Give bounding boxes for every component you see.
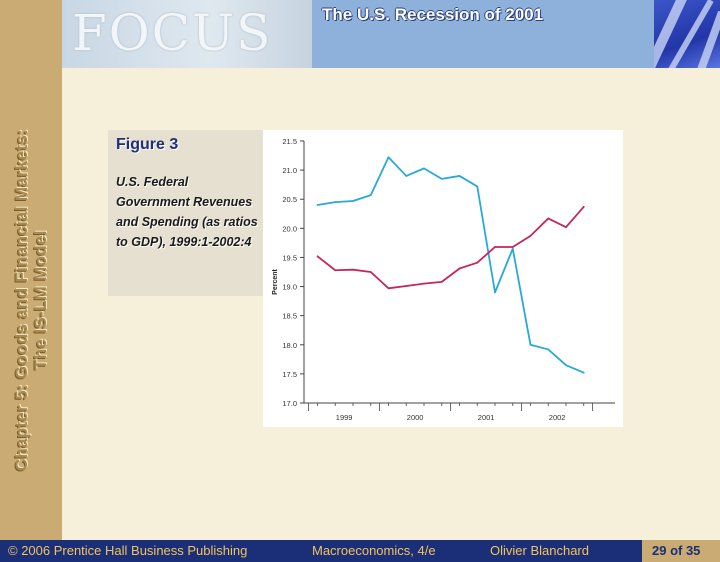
data-point bbox=[476, 261, 479, 264]
data-point bbox=[494, 246, 496, 248]
y-tick-label: 18.0 bbox=[282, 341, 297, 350]
data-point bbox=[352, 268, 354, 271]
chapter-title: Chapter 5: Goods and Financial Markets: … bbox=[12, 85, 50, 515]
data-point bbox=[440, 177, 443, 180]
x-year-label: 2001 bbox=[478, 413, 495, 422]
data-point bbox=[565, 226, 567, 229]
data-point bbox=[334, 201, 337, 204]
y-tick-label: 17.5 bbox=[282, 370, 297, 379]
footer-author: Olivier Blanchard bbox=[490, 543, 589, 558]
data-point bbox=[529, 235, 532, 237]
y-tick-label: 19.0 bbox=[282, 283, 297, 292]
data-point bbox=[387, 156, 390, 159]
data-point bbox=[405, 285, 408, 287]
series-line-1 bbox=[317, 156, 585, 374]
data-point bbox=[405, 175, 408, 177]
data-point bbox=[582, 205, 585, 208]
data-point bbox=[565, 364, 567, 367]
footer-bar: © 2006 Prentice Hall Business Publishing… bbox=[0, 540, 720, 562]
data-point bbox=[547, 348, 550, 351]
data-point bbox=[316, 255, 319, 258]
focus-banner: FOCUS bbox=[62, 0, 312, 68]
footer-book-title: Macroeconomics, 4/e bbox=[312, 543, 436, 558]
y-axis-label: Percent bbox=[272, 268, 279, 294]
data-point bbox=[423, 167, 425, 170]
figure-label: Figure 3 bbox=[116, 136, 179, 153]
data-point bbox=[547, 217, 550, 220]
figure-caption-box: Figure 3 U.S. Federal Government Revenue… bbox=[108, 130, 263, 296]
data-point bbox=[458, 175, 461, 177]
data-point bbox=[387, 287, 390, 290]
data-point bbox=[334, 269, 337, 272]
data-point bbox=[529, 343, 532, 346]
data-point bbox=[511, 246, 514, 248]
y-tick-label: 20.5 bbox=[282, 195, 297, 204]
corner-decoration-icon bbox=[654, 0, 720, 68]
data-point bbox=[352, 200, 354, 202]
slide-title: The U.S. Recession of 2001 bbox=[322, 5, 544, 24]
data-point bbox=[369, 194, 372, 197]
chart-panel: 21.5 21.0 20.5 20.0 19.5 19.0 18.5 18.0 17.5 17.0… bbox=[263, 130, 623, 427]
data-point bbox=[582, 371, 585, 374]
focus-logo: FOCUS bbox=[72, 4, 273, 62]
data-point bbox=[423, 282, 425, 285]
chapter-title-line1: Chapter 5: Goods and Financial Markets: bbox=[12, 128, 31, 472]
data-point bbox=[316, 204, 319, 206]
x-year-label: 1999 bbox=[336, 413, 353, 422]
data-point bbox=[511, 247, 514, 250]
series-line-2 bbox=[316, 206, 585, 290]
data-point bbox=[476, 185, 479, 188]
y-tick-label: 19.5 bbox=[282, 253, 297, 262]
y-tick-label: 21.0 bbox=[282, 166, 297, 175]
figure-caption: U.S. Federal Government Revenues and Spe… bbox=[116, 175, 258, 249]
x-year-label: 2002 bbox=[549, 413, 566, 422]
y-tick-label: 21.5 bbox=[282, 137, 297, 146]
data-point bbox=[369, 271, 372, 273]
footer-copyright: © 2006 Prentice Hall Business Publishing bbox=[8, 543, 248, 558]
page-number-box: 29 of 35 bbox=[642, 540, 720, 562]
data-point bbox=[458, 267, 461, 270]
y-tick-label: 18.5 bbox=[282, 312, 297, 321]
line-chart: 21.5 21.0 20.5 20.0 19.5 19.0 18.5 18.0 17.5 17.0… bbox=[272, 137, 615, 422]
x-year-label: 2000 bbox=[407, 413, 424, 422]
y-tick-label: 20.0 bbox=[282, 224, 297, 233]
title-band: The U.S. Recession of 2001 bbox=[312, 0, 654, 68]
left-band: Chapter 5: Goods and Financial Markets: … bbox=[0, 0, 62, 540]
page-number: 29 of 35 bbox=[652, 543, 701, 558]
y-tick-label: 17.0 bbox=[282, 399, 297, 408]
data-point bbox=[494, 291, 496, 294]
chapter-title-line2: The IS-LM Model bbox=[31, 230, 50, 370]
data-point bbox=[440, 280, 443, 283]
